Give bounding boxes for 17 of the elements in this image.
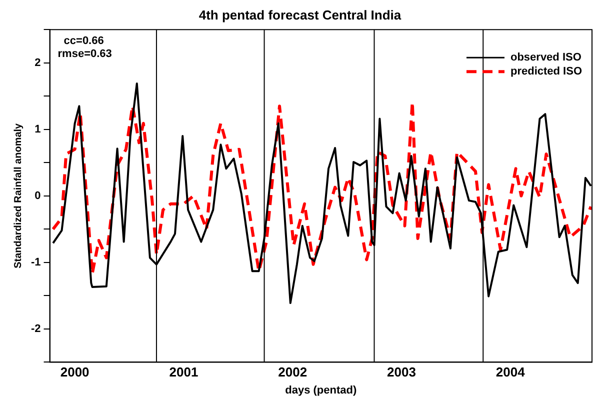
x-axis-title: days (pentad) [285, 384, 357, 396]
y-axis-title: Standardized Rainfall anomaly [12, 122, 24, 268]
legend-label: predicted ISO [510, 66, 582, 78]
x-tick-label: 2002 [278, 364, 308, 380]
x-tick-label: 2000 [60, 364, 90, 380]
y-tick-label: -1 [31, 256, 41, 268]
x-tick-label: 2003 [387, 364, 416, 380]
annotation: rmse=0.63 [58, 48, 112, 60]
x-tick-label: 2001 [169, 364, 198, 380]
y-tick-label: 0 [34, 190, 41, 202]
y-tick-label: 1 [34, 123, 41, 136]
x-tick-label: 2004 [496, 364, 526, 380]
legend-label: observed ISO [510, 52, 582, 64]
y-tick-label: 2 [34, 56, 41, 69]
chart-title: 4th pentad forecast Central India [198, 7, 402, 22]
y-tick-label: -2 [31, 322, 41, 335]
annotation: cc=0.66 [64, 35, 104, 48]
